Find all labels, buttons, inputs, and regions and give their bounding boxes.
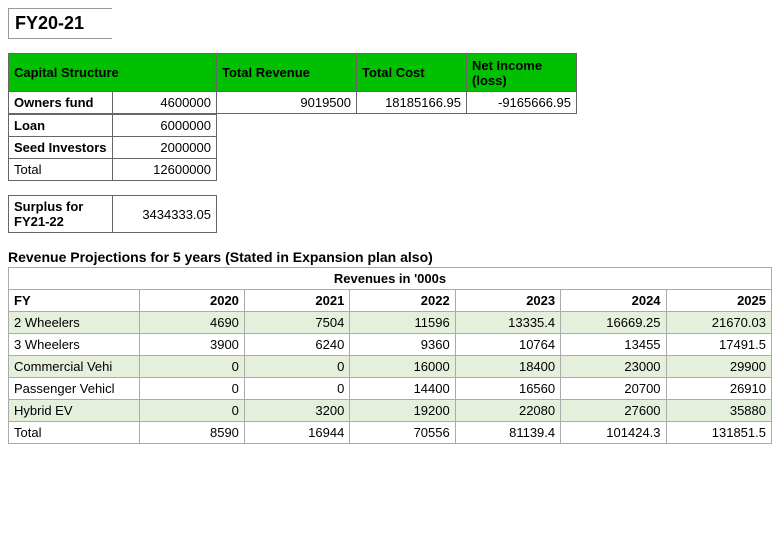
hdr-capital-structure: Capital Structure <box>9 54 217 92</box>
row-label: 3 Wheelers <box>9 334 140 356</box>
surplus-table: Surplus for FY21-22 3434333.05 <box>8 195 217 233</box>
row-label: Passenger Vehicl <box>9 378 140 400</box>
cell-value: 0 <box>139 378 244 400</box>
cell-value: 11596 <box>350 312 455 334</box>
cell-value: 16560 <box>455 378 560 400</box>
cell-value: 70556 <box>350 422 455 444</box>
cell-value: 10764 <box>455 334 560 356</box>
cell-value: 3200 <box>244 400 349 422</box>
row-loan-label: Loan <box>9 115 113 137</box>
cell-value: 22080 <box>455 400 560 422</box>
surplus-label: Surplus for FY21-22 <box>9 196 113 233</box>
hdr-total-cost: Total Cost <box>357 54 467 92</box>
cell-value: 26910 <box>666 378 771 400</box>
cell-value: 27600 <box>561 400 666 422</box>
row-total-value: 12600000 <box>113 159 217 181</box>
cell-value: 29900 <box>666 356 771 378</box>
year-5: 2025 <box>666 290 771 312</box>
cell-value: 19200 <box>350 400 455 422</box>
cell-value: 0 <box>244 356 349 378</box>
cell-value: 6240 <box>244 334 349 356</box>
hdr-total-revenue: Total Revenue <box>217 54 357 92</box>
cell-value: 13455 <box>561 334 666 356</box>
cell-value: 35880 <box>666 400 771 422</box>
row-owners-fund-value: 4600000 <box>113 92 217 114</box>
projections-title: Revenue Projections for 5 years (Stated … <box>8 247 772 267</box>
cell-value: 17491.5 <box>666 334 771 356</box>
projections-table: Revenues in '000s FY 2020 2021 2022 2023… <box>8 267 772 444</box>
cell-value: 23000 <box>561 356 666 378</box>
year-3: 2023 <box>455 290 560 312</box>
row-label: Total <box>9 422 140 444</box>
table-row: Passenger Vehicl0014400165602070026910 <box>9 378 772 400</box>
hdr-net-income: Net Income (loss) <box>467 54 577 92</box>
cell-value: 21670.03 <box>666 312 771 334</box>
row-seed-label: Seed Investors <box>9 137 113 159</box>
cell-value: 0 <box>139 356 244 378</box>
row-label: Hybrid EV <box>9 400 140 422</box>
cell-value: 131851.5 <box>666 422 771 444</box>
cell-value: 20700 <box>561 378 666 400</box>
table-row: Commercial Vehi0016000184002300029900 <box>9 356 772 378</box>
cell-value: 16944 <box>244 422 349 444</box>
row-owners-fund-label: Owners fund <box>9 92 113 114</box>
cell-value: 16669.25 <box>561 312 666 334</box>
row-label: 2 Wheelers <box>9 312 140 334</box>
cell-value: 14400 <box>350 378 455 400</box>
table-row: Total8590169447055681139.4101424.3131851… <box>9 422 772 444</box>
capital-structure-table: Capital Structure Total Revenue Total Co… <box>8 53 577 114</box>
cell-value: 7504 <box>244 312 349 334</box>
cell-value: 0 <box>244 378 349 400</box>
cell-value: 9360 <box>350 334 455 356</box>
year-0: 2020 <box>139 290 244 312</box>
row-label: Commercial Vehi <box>9 356 140 378</box>
cell-value: 18400 <box>455 356 560 378</box>
row-total-label: Total <box>9 159 113 181</box>
table-row: 3 Wheelers390062409360107641345517491.5 <box>9 334 772 356</box>
cell-value: 8590 <box>139 422 244 444</box>
row-loan-value: 6000000 <box>113 115 217 137</box>
cell-value: 3900 <box>139 334 244 356</box>
projections-year-row: FY 2020 2021 2022 2023 2024 2025 <box>9 290 772 312</box>
capital-structure-lower: Loan 6000000 Seed Investors 2000000 Tota… <box>8 114 217 181</box>
cell-value: 16000 <box>350 356 455 378</box>
cell-value: 4690 <box>139 312 244 334</box>
cell-total-cost: 18185166.95 <box>357 92 467 114</box>
table-row: Hybrid EV0320019200220802760035880 <box>9 400 772 422</box>
cell-value: 81139.4 <box>455 422 560 444</box>
cell-value: 13335.4 <box>455 312 560 334</box>
surplus-value: 3434333.05 <box>113 196 217 233</box>
fy-label: FY <box>9 290 140 312</box>
page-title: FY20-21 <box>8 8 112 39</box>
row-seed-value: 2000000 <box>113 137 217 159</box>
year-1: 2021 <box>244 290 349 312</box>
cell-value: 101424.3 <box>561 422 666 444</box>
cell-net-income: -9165666.95 <box>467 92 577 114</box>
year-4: 2024 <box>561 290 666 312</box>
cell-value: 0 <box>139 400 244 422</box>
table-row: 2 Wheelers469075041159613335.416669.2521… <box>9 312 772 334</box>
year-2: 2022 <box>350 290 455 312</box>
cell-total-revenue: 9019500 <box>217 92 357 114</box>
projections-subheader: Revenues in '000s <box>9 268 772 290</box>
